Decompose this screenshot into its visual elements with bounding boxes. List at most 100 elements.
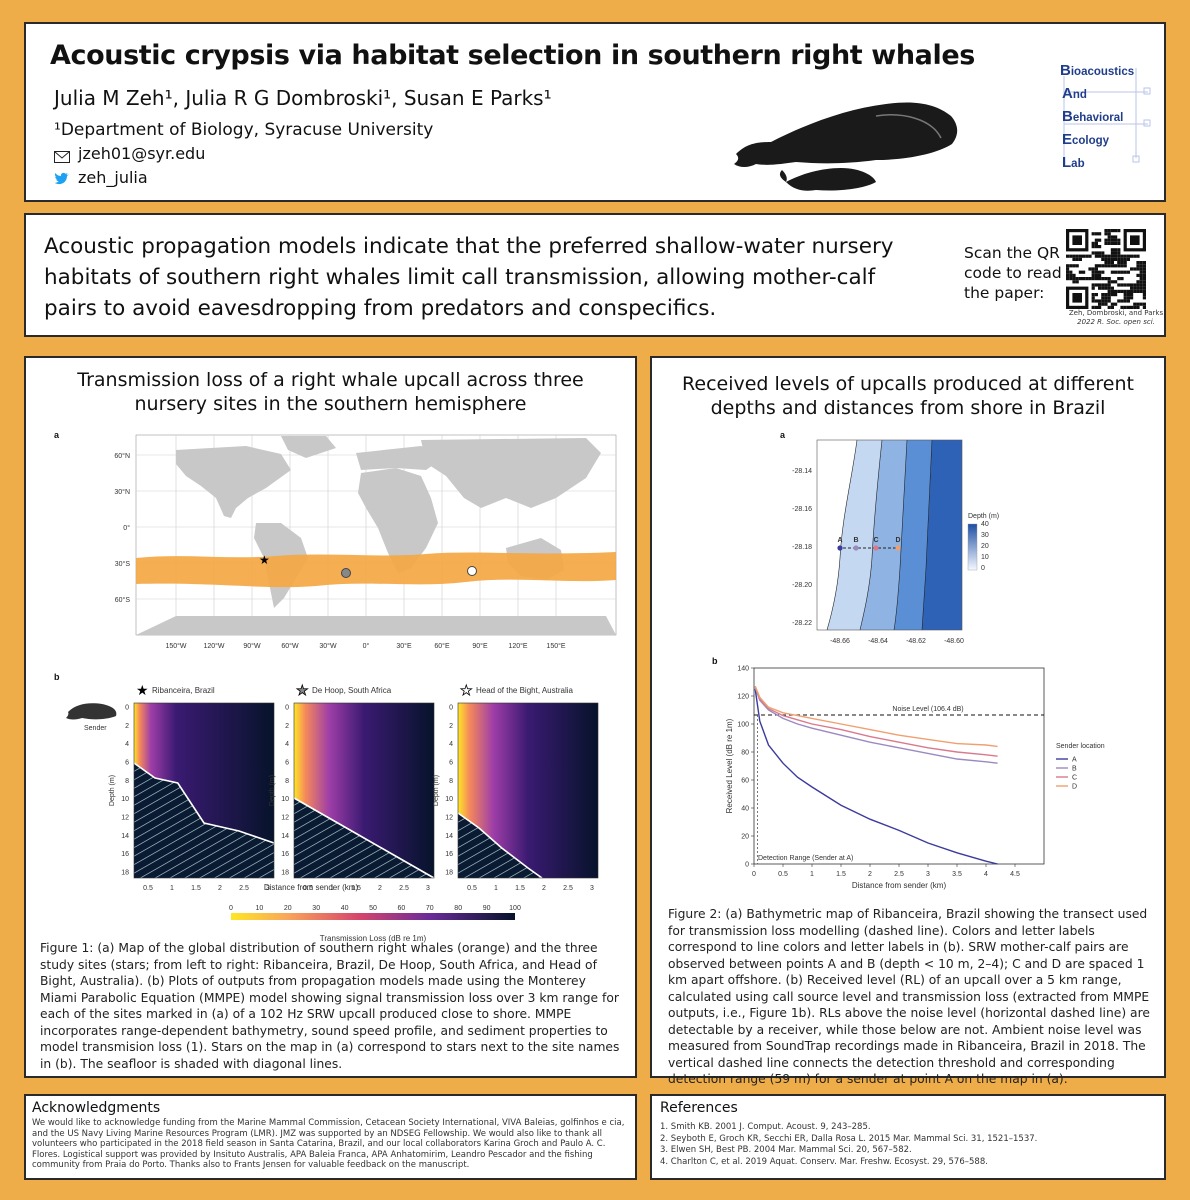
figure-2-caption: Figure 2: (a) Bathymetric map of Ribance… — [668, 907, 1150, 1086]
series-line-A — [754, 688, 998, 865]
depth-tick: 18 — [121, 870, 129, 877]
tl-panel: ★ De Hoop, South Africa024681012141618Dep… — [269, 683, 434, 892]
depth-tick: 8 — [125, 778, 129, 785]
section-title: Received levels of upcalls produced at d… — [682, 373, 1134, 419]
sender-whale-icon: Sender — [66, 703, 117, 732]
map-lat-tick: 0° — [123, 524, 130, 532]
depth-tick: 12 — [445, 815, 453, 822]
bathy-lon-tick: -48.62 — [906, 638, 926, 645]
white-star-icon — [467, 566, 477, 576]
whale-silhouette-illustration — [734, 102, 958, 191]
depth-colorbar-tick: 0 — [981, 565, 985, 572]
continent-shapes — [136, 436, 616, 635]
depth-tick: 0 — [125, 705, 129, 712]
map-lon-tick: 90°W — [243, 642, 261, 650]
depth-tick: 12 — [281, 815, 289, 822]
distance-tick: 1.5 — [351, 885, 361, 892]
colorbar-tick: 40 — [341, 905, 349, 912]
x-axis-label: Distance from sender (km) — [852, 881, 947, 890]
depth-tick: 10 — [281, 796, 289, 803]
distance-tick: 2 — [218, 885, 222, 892]
map-lat-tick: 60°S — [115, 596, 131, 604]
map-lon-tick: 90°E — [472, 642, 488, 650]
map-lon-tick: 150°W — [165, 642, 186, 650]
received-levels-section: Received levels of upcalls produced at d… — [650, 356, 1166, 1086]
series-line-C — [754, 685, 998, 757]
qr-code[interactable] — [1066, 229, 1146, 309]
world-map: 60°N 30°N 0° 30°S 60°S 150°W 120°W 90°W 60°W 30°… — [114, 434, 617, 650]
depth-colorbar-title: Depth (m) — [968, 513, 999, 520]
main-finding-text: Acoustic propagation models indicate tha… — [44, 234, 894, 321]
babel-lab-logo: Bioacoustics And Behavioral Ecology Lab — [1056, 58, 1156, 173]
depth-tick: 6 — [125, 760, 129, 767]
srw-distribution — [136, 552, 616, 588]
gray-star-icon — [341, 568, 351, 578]
series-line-D — [754, 685, 998, 748]
depth-tick: 14 — [121, 833, 129, 840]
depth-colorbar-tick: 30 — [981, 532, 989, 539]
map-lon-tick: 120°W — [203, 642, 224, 650]
distance-tick: 0.5 — [467, 885, 477, 892]
depth-colorbar-tick: 10 — [981, 554, 989, 561]
depth-tick: 18 — [445, 870, 453, 877]
tl-panel: ★ Ribanceira, Brazil024681012141618Depth … — [109, 683, 274, 892]
reference-item: 4. Charlton C, et al. 2019 Aquat. Conser… — [660, 1156, 988, 1167]
colorbar-tick: 10 — [256, 905, 264, 912]
map-lon-tick: 60°E — [434, 642, 450, 650]
logo-line: And — [1062, 85, 1087, 102]
legend-entry: B — [1072, 766, 1077, 773]
transect-point-label: B — [853, 537, 858, 544]
email-contact[interactable]: jzeh01@syr.edu — [54, 144, 205, 163]
legend-title: Sender location — [1056, 743, 1105, 750]
distance-axis-label: Distance from sender (km) — [264, 883, 359, 892]
depth-axis-label: Depth (m) — [109, 775, 116, 806]
depth-tick: 6 — [449, 760, 453, 767]
y-tick: 60 — [741, 778, 749, 785]
gray-star-icon: ★ — [296, 683, 309, 699]
y-tick: 0 — [745, 862, 749, 869]
depth-tick: 16 — [121, 851, 129, 858]
reference-item: 1. Smith KB. 2001 J. Comput. Acoust. 9, … — [660, 1122, 871, 1132]
depth-tick: 12 — [121, 815, 129, 822]
colorbar-tick: 90 — [483, 905, 491, 912]
depth-tick: 4 — [449, 741, 453, 748]
map-lon-tick: 30°W — [319, 642, 337, 650]
distance-tick: 1 — [494, 885, 498, 892]
depth-colorbar-tick: 40 — [981, 521, 989, 528]
author-list: Julia M Zeh¹, Julia R G Dombroski¹, Susa… — [54, 86, 552, 110]
depth-tick: 8 — [449, 778, 453, 785]
colorbar-tick: 0 — [229, 905, 233, 912]
map-lon-tick: 150°E — [546, 642, 565, 650]
figure-1: a 60°N 30°N 0° 30°S 60°S 150°W 120°W 90°W 60°W 3… — [54, 430, 617, 943]
twitter-handle: zeh_julia — [78, 168, 148, 187]
x-tick: 3.5 — [952, 871, 962, 878]
depth-tick: 2 — [125, 723, 129, 730]
map-lon-tick: 60°W — [281, 642, 299, 650]
map-lon-tick: 30°E — [396, 642, 412, 650]
distance-tick: 1.5 — [515, 885, 525, 892]
x-tick: 3 — [926, 871, 930, 878]
map-lat-tick: 30°N — [114, 488, 130, 496]
bathymetric-map: A B C D -28.14 -28.16 -28.18 -28.20 -28.22 -48.… — [792, 439, 999, 645]
depth-axis-label: Depth (m) — [269, 775, 276, 806]
distance-tick: 1 — [170, 885, 174, 892]
y-axis-label: Received Level (dB re 1m) — [725, 718, 734, 813]
site-name: Head of the Bight, Australia — [476, 686, 574, 695]
map-lat-tick: 60°N — [114, 452, 130, 460]
depth-tick: 8 — [285, 778, 289, 785]
transect-point-label: D — [895, 537, 900, 544]
transect-point — [853, 545, 859, 551]
transect-point — [873, 545, 879, 551]
bathy-lon-tick: -48.66 — [830, 638, 850, 645]
qr-citation: Zeh, Dombroski, and Parks 2022 R. Soc. o… — [1068, 309, 1164, 326]
distance-tick: 2.5 — [563, 885, 573, 892]
twitter-bird-icon — [54, 171, 70, 185]
noise-level-label: Noise Level (106.4 dB) — [892, 706, 963, 713]
twitter-contact[interactable]: zeh_julia — [54, 168, 148, 187]
distance-tick: 2 — [542, 885, 546, 892]
y-tick: 40 — [741, 806, 749, 813]
affiliation: ¹Department of Biology, Syracuse Univers… — [54, 120, 434, 140]
y-tick: 80 — [741, 750, 749, 757]
panel-a-label: a — [780, 430, 786, 440]
